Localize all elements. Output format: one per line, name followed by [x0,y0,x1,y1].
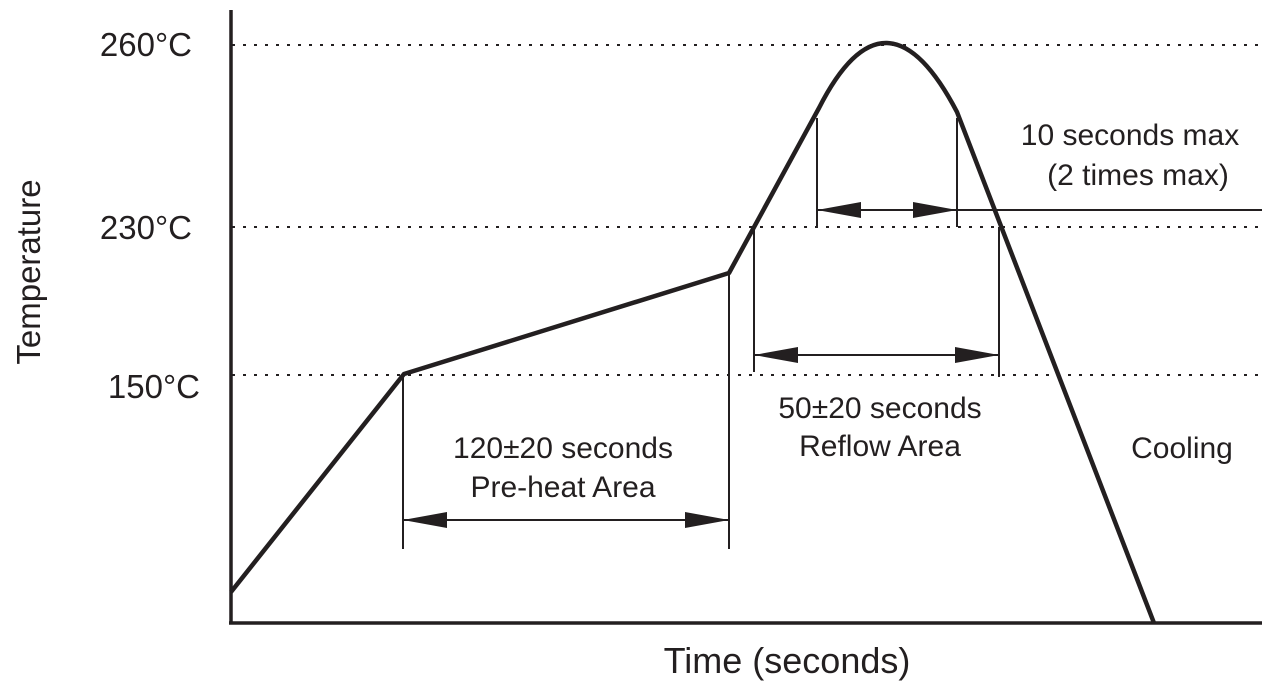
peak-time-label: 10 seconds max [1021,119,1239,152]
x-axis-title: Time (seconds) [664,640,911,681]
peak-times-label: (2 times max) [1047,159,1229,192]
temperature-profile-line [229,40,1157,624]
reflow-duration-label: 50±20 seconds [778,392,981,425]
tick-label-150: 150°C [108,368,200,405]
preheat-duration-label: 120±20 seconds [453,432,673,465]
tick-label-260: 260°C [100,26,192,63]
y-axis-title: Temperature [10,179,47,364]
tick-label-230: 230°C [100,209,192,246]
preheat-area-label: Pre-heat Area [470,471,655,504]
cooling-label: Cooling [1131,432,1233,465]
reflow-area-label: Reflow Area [799,430,961,463]
